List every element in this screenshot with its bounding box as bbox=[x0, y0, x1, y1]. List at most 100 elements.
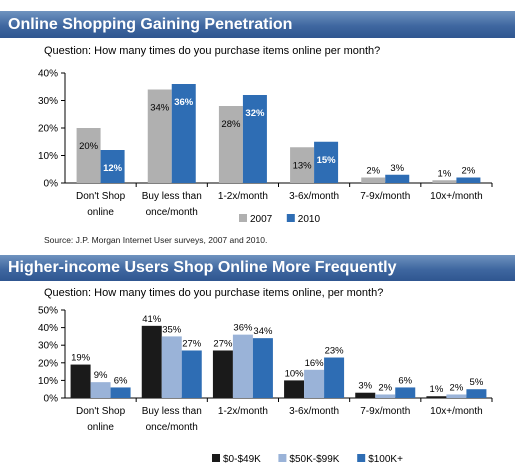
chart2-title-banner: Higher-income Users Shop Online More Fre… bbox=[0, 255, 515, 281]
chart2-y-tick-label: 20% bbox=[38, 358, 58, 369]
chart2-y-tick-label: 10% bbox=[38, 376, 58, 387]
chart1-data-label: 15% bbox=[317, 155, 337, 166]
chart1-bar bbox=[361, 177, 386, 183]
chart2-data-label: 1% bbox=[430, 384, 444, 395]
chart1-y-tick-label: 10% bbox=[38, 151, 58, 162]
chart1-bar bbox=[218, 106, 243, 183]
chart2-bar bbox=[466, 389, 487, 398]
chart1-data-label: 12% bbox=[103, 163, 123, 174]
chart2-category-label: online bbox=[87, 422, 114, 433]
chart2-legend-label: $100K+ bbox=[368, 454, 403, 465]
chart2-data-label: 9% bbox=[94, 370, 108, 381]
chart1-legend-label: 2007 bbox=[250, 214, 273, 225]
chart2-bar bbox=[284, 380, 305, 398]
chart2-bar bbox=[70, 364, 91, 398]
chart2-legend-swatch bbox=[278, 454, 287, 462]
chart2-legend-swatch bbox=[212, 454, 220, 462]
chart2-bar bbox=[161, 336, 182, 398]
chart2-category-label: 3-6x/month bbox=[289, 406, 339, 417]
chart1-question: Question: How many times do you purchase… bbox=[44, 45, 381, 57]
chart1-category-label: Don't Shop bbox=[76, 191, 126, 202]
chart2-data-label: 3% bbox=[358, 381, 372, 392]
chart2-data-label: 2% bbox=[378, 382, 392, 393]
chart2-question: Question: How many times do you purchase… bbox=[44, 287, 384, 299]
chart1-y-tick-label: 40% bbox=[38, 69, 58, 80]
chart2-category-label: Don't Shop bbox=[76, 406, 126, 417]
chart1-bar bbox=[456, 177, 481, 183]
chart1-y-tick-label: 30% bbox=[38, 96, 58, 107]
chart2-bar bbox=[110, 387, 131, 398]
chart2-data-label: 10% bbox=[285, 368, 305, 379]
chart2-category-label: once/month bbox=[146, 422, 198, 433]
chart2-bar bbox=[232, 334, 253, 398]
chart2-data-label: 36% bbox=[233, 323, 253, 334]
chart1-data-label: 36% bbox=[174, 97, 194, 108]
chart1-bar bbox=[100, 150, 125, 183]
chart1-data-label: 1% bbox=[438, 168, 452, 179]
chart2-data-label: 23% bbox=[325, 346, 345, 357]
chart2-data-label: 27% bbox=[213, 338, 233, 349]
chart2-data-label: 41% bbox=[142, 314, 162, 325]
chart1-category-label: once/month bbox=[146, 207, 198, 218]
chart2-income-bar-chart: 0% 10% 20% 30% 40% 50% 19%9% 6% Don't Shop online… bbox=[38, 306, 493, 465]
chart1-category-label: 10x+/month bbox=[430, 191, 483, 202]
chart1-data-label: 13% bbox=[293, 160, 313, 171]
chart2-data-label: 35% bbox=[162, 324, 182, 335]
chart2-data-label: 27% bbox=[182, 338, 202, 349]
chart2-y-tick-label: 30% bbox=[38, 341, 58, 352]
chart2-title: Higher-income Users Shop Online More Fre… bbox=[8, 259, 397, 276]
chart2-legend-swatch bbox=[357, 454, 366, 462]
chart1-penetration-bar-chart: 0% 10% 20% 30% 40% 20% 12% Don't Shop online 34% 3… bbox=[38, 69, 493, 225]
chart2-bar bbox=[181, 350, 202, 398]
chart1-y-tick-label: 20% bbox=[38, 124, 58, 135]
chart1-legend-label: 2010 bbox=[298, 214, 321, 225]
chart1-bar bbox=[76, 128, 101, 183]
chart1-bar bbox=[171, 84, 196, 183]
chart2-data-label: 6% bbox=[114, 375, 128, 386]
chart2-data-label: 19% bbox=[71, 353, 91, 364]
chart2-bar bbox=[426, 396, 447, 398]
chart1-data-label: 2% bbox=[366, 166, 380, 177]
chart1-category-label: 7-9x/month bbox=[360, 191, 410, 202]
chart1-legend-swatch bbox=[286, 214, 295, 222]
chart2-legend-label: $50K-$99K bbox=[289, 454, 339, 465]
chart1-category-label: Buy less than bbox=[142, 191, 202, 202]
chart1-bar bbox=[432, 180, 457, 183]
chart2-data-label: 16% bbox=[305, 358, 325, 369]
chart2-bar bbox=[375, 394, 396, 398]
chart1-data-label: 2% bbox=[462, 166, 476, 177]
chart2-legend-label: $0-$49K bbox=[223, 454, 261, 465]
chart1-data-label: 3% bbox=[390, 163, 404, 174]
chart1-category-label: 1-2x/month bbox=[218, 191, 268, 202]
chart2-bar bbox=[212, 350, 233, 398]
chart1-category-label: online bbox=[87, 207, 114, 218]
chart2-data-label: 34% bbox=[253, 326, 273, 337]
chart1-data-label: 20% bbox=[79, 141, 99, 152]
chart2-y-tick-label: 50% bbox=[38, 306, 58, 317]
chart2-bar bbox=[395, 387, 416, 398]
chart2-category-label: 10x+/month bbox=[430, 406, 483, 417]
chart1-bar bbox=[242, 95, 267, 183]
chart2-category-label: Buy less than bbox=[142, 406, 202, 417]
chart2-bar bbox=[304, 369, 325, 398]
chart2-data-label: 2% bbox=[450, 382, 464, 393]
chart2-bar bbox=[141, 325, 162, 398]
chart1-bar bbox=[147, 89, 172, 183]
chart1-data-label: 32% bbox=[245, 108, 265, 119]
chart2-bar bbox=[355, 392, 376, 398]
chart2-bar bbox=[252, 338, 273, 398]
chart2-bar bbox=[324, 357, 345, 398]
chart2-bar bbox=[446, 394, 467, 398]
chart1-category-label: 3-6x/month bbox=[289, 191, 339, 202]
chart1-title: Online Shopping Gaining Penetration bbox=[8, 15, 293, 33]
chart1-legend-swatch bbox=[239, 214, 247, 222]
chart1-bar bbox=[290, 147, 315, 183]
chart1-bar bbox=[385, 174, 410, 183]
chart1-data-label: 34% bbox=[150, 103, 170, 114]
chart1-data-label: 28% bbox=[221, 119, 241, 130]
chart2-data-label: 6% bbox=[398, 375, 412, 386]
chart2-y-tick-label: 0% bbox=[44, 394, 59, 405]
chart2-category-label: 7-9x/month bbox=[360, 406, 410, 417]
chart1-y-tick-label: 0% bbox=[44, 179, 59, 190]
chart2-y-tick-label: 40% bbox=[38, 323, 58, 334]
